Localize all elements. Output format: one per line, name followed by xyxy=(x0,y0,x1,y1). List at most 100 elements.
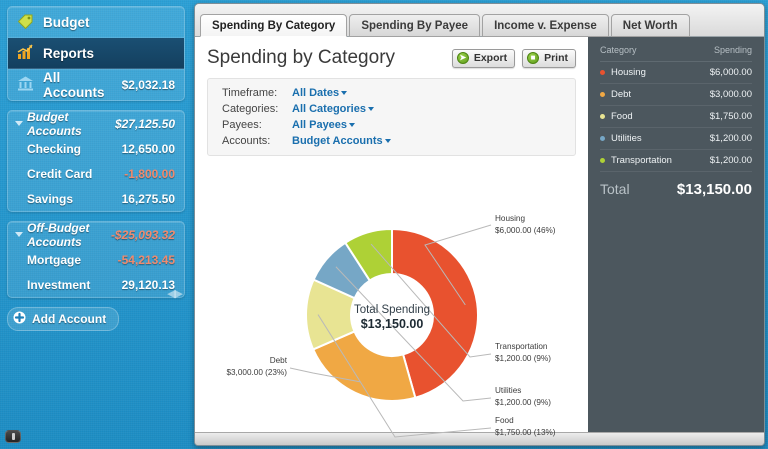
export-button[interactable]: ➤ Export xyxy=(451,48,516,68)
leader-line xyxy=(335,266,492,402)
export-arrow-icon: ➤ xyxy=(456,52,469,64)
account-balance: 29,120.13 xyxy=(121,277,175,292)
print-label: Print xyxy=(544,52,568,64)
slice-label-value: $1,200.00 (9%) xyxy=(495,398,551,407)
sidebar-item-label: Reports xyxy=(43,45,95,61)
slice-label-name: Housing xyxy=(495,214,525,223)
list-item[interactable]: Checking 12,650.00 xyxy=(8,136,184,161)
chevron-down-icon xyxy=(367,107,374,111)
filter-label: Payees: xyxy=(222,119,262,131)
account-name: Credit Card xyxy=(27,166,93,181)
list-item[interactable]: Mortgage -54,213.45 xyxy=(8,247,184,272)
add-account-button[interactable]: Add Account xyxy=(7,307,120,331)
filter-label: Categories: xyxy=(222,103,279,115)
chevron-down-icon xyxy=(15,121,23,126)
donut-chart: Housing $6,000.00 (46%) Debt $3,000.00 (23%… xyxy=(195,205,588,438)
plus-circle-icon xyxy=(13,311,26,327)
legend-category-amount: $1,200.00 xyxy=(709,133,752,144)
donut-center-value: $13,150.00 xyxy=(361,317,424,331)
slice-label-name: Transportation xyxy=(495,342,548,351)
legend-category-amount: $6,000.00 xyxy=(709,67,752,78)
legend-col-spending: Spending xyxy=(713,45,752,55)
status-bar xyxy=(195,432,764,445)
report-body: Spending by Category ➤ Export ■ Print Ti… xyxy=(195,37,764,438)
slice-label-value: $1,750.00 (13%) xyxy=(495,428,556,437)
legend-row[interactable]: Utilities $1,200.00 xyxy=(600,128,752,150)
donut-center-label: Total Spending xyxy=(354,304,430,316)
leader-line xyxy=(370,243,492,358)
legend-category-amount: $3,000.00 xyxy=(709,89,752,100)
legend-row[interactable]: Food $1,750.00 xyxy=(600,106,752,128)
donut-chart-svg[interactable]: Housing $6,000.00 (46%) Debt $3,000.00 (23%… xyxy=(195,205,590,446)
filter-label: Timeframe: xyxy=(222,87,278,99)
list-item[interactable]: Investment 29,120.13 xyxy=(8,272,184,297)
donut-slice-housing[interactable] xyxy=(391,227,479,400)
group-total: -$25,093.32 xyxy=(110,227,175,242)
sidebar: Budget Reports xyxy=(0,0,192,449)
group-name: Budget Accounts xyxy=(27,110,82,138)
filter-payees-dropdown[interactable]: All Payees xyxy=(292,119,356,131)
tab-spending-by-category[interactable]: Spending By Category xyxy=(200,14,348,37)
report-content: Spending by Category ➤ Export ■ Print Ti… xyxy=(195,37,588,438)
filter-row-categories: Categories: All Categories xyxy=(222,101,575,117)
account-balance: -1,800.00 xyxy=(124,166,175,181)
chevron-down-icon xyxy=(384,139,391,143)
filter-value: All Payees xyxy=(292,119,348,131)
slice-label-name: Food xyxy=(495,416,514,425)
chevron-down-icon xyxy=(341,91,348,95)
filter-label: Accounts: xyxy=(222,135,271,147)
list-item[interactable]: Savings 16,275.50 xyxy=(8,186,184,211)
add-account-label: Add Account xyxy=(32,312,107,326)
legend-row[interactable]: Debt $3,000.00 xyxy=(600,84,752,106)
legend-color-dot xyxy=(600,70,605,75)
legend-row[interactable]: Housing $6,000.00 xyxy=(600,62,752,84)
sidebar-item-label: Budget xyxy=(43,14,90,30)
legend-rows: Housing $6,000.00 Debt $3,000.00 Food $1,750.… xyxy=(600,62,752,172)
tab-net-worth[interactable]: Net Worth xyxy=(610,14,690,37)
tab-spending-by-payee[interactable]: Spending By Payee xyxy=(349,14,481,37)
legend-row[interactable]: Transportation $1,200.00 xyxy=(600,150,752,172)
chevron-down-icon xyxy=(15,232,23,237)
legend-total-row: Total $13,150.00 xyxy=(600,172,752,198)
legend-panel: Category Spending Housing $6,000.00 Debt $3… xyxy=(588,37,764,432)
filter-value: Budget Accounts xyxy=(292,135,383,147)
print-button[interactable]: ■ Print xyxy=(522,48,576,68)
account-balance: 16,275.50 xyxy=(121,191,175,206)
account-name: Savings xyxy=(27,191,74,206)
donut-slice-transportation[interactable] xyxy=(343,227,393,282)
page-title: Spending by Category xyxy=(207,47,396,68)
legend-category-name: Housing xyxy=(611,67,646,78)
leader-line xyxy=(424,224,492,306)
group-header-off-budget-accounts[interactable]: Off-Budget Accounts -$25,093.32 xyxy=(8,221,184,249)
sidebar-item-budget[interactable]: Budget xyxy=(8,7,184,38)
legend-color-dot xyxy=(600,158,605,163)
account-balance: -54,213.45 xyxy=(117,252,175,267)
leader-line xyxy=(317,314,492,438)
legend-category-name: Utilities xyxy=(611,133,642,144)
sidebar-collapse-handle[interactable]: ◀▶ xyxy=(167,288,183,300)
filter-timeframe-dropdown[interactable]: All Dates xyxy=(292,87,348,99)
sidebar-item-amount: $2,032.18 xyxy=(121,77,175,92)
sidebar-item-all-accounts[interactable]: All Accounts $2,032.18 xyxy=(8,69,184,100)
legend-col-category: Category xyxy=(600,45,637,55)
bar-chart-icon xyxy=(17,43,34,63)
app-status-badge[interactable] xyxy=(5,430,21,443)
filter-accounts-dropdown[interactable]: Budget Accounts xyxy=(292,135,391,147)
filter-row-timeframe: Timeframe: All Dates xyxy=(222,85,575,101)
slice-label-name: Utilities xyxy=(495,386,521,395)
off-budget-accounts-group: Off-Budget Accounts -$25,093.32 Mortgage… xyxy=(7,221,185,298)
filter-categories-dropdown[interactable]: All Categories xyxy=(292,103,374,115)
tab-income-v-expense[interactable]: Income v. Expense xyxy=(482,14,609,37)
list-item[interactable]: Credit Card -1,800.00 xyxy=(8,161,184,186)
account-balance: 12,650.00 xyxy=(121,141,175,156)
legend-category-amount: $1,750.00 xyxy=(709,111,752,122)
filter-value: All Dates xyxy=(292,87,340,99)
account-name: Investment xyxy=(27,277,91,292)
leader-line xyxy=(289,367,361,383)
sidebar-item-reports[interactable]: Reports xyxy=(8,38,184,69)
group-header-budget-accounts[interactable]: Budget Accounts $27,125.50 xyxy=(8,110,184,138)
group-name: Off-Budget Accounts xyxy=(27,221,90,249)
legend-category-name: Transportation xyxy=(611,155,672,166)
slice-label-value: $6,000.00 (46%) xyxy=(495,226,556,235)
legend-category-name: Debt xyxy=(611,89,632,100)
